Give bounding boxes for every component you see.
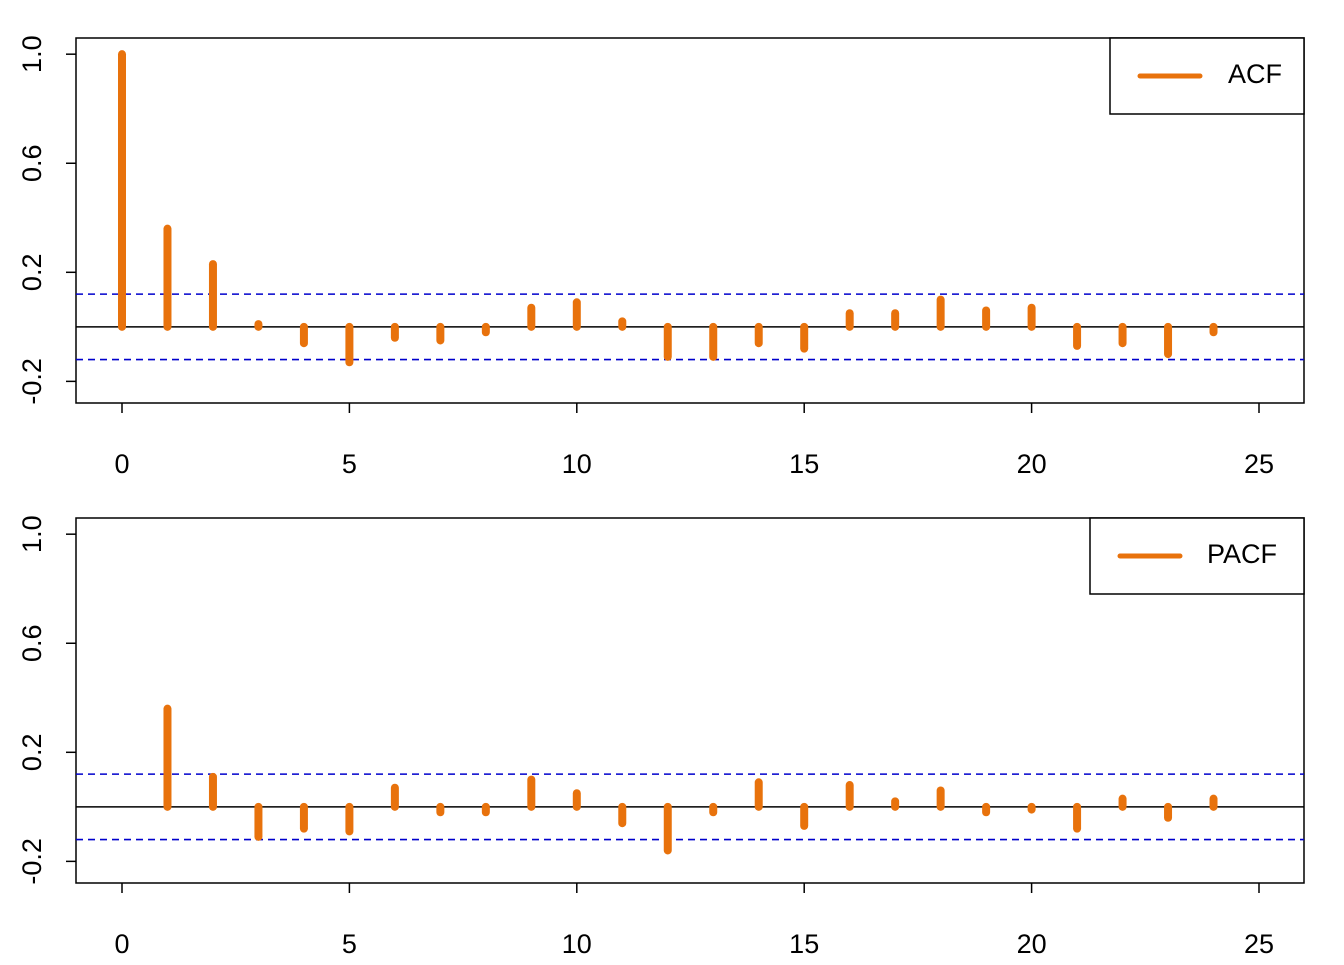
y-tick-label: 0.6 bbox=[17, 144, 47, 182]
x-tick-label: 20 bbox=[1017, 929, 1047, 959]
y-tick-label: 1.0 bbox=[17, 35, 47, 73]
x-tick-label: 20 bbox=[1017, 449, 1047, 479]
y-tick-label: 1.0 bbox=[17, 515, 47, 553]
acf-panel: -0.2 0.2 0.6 1.0 0 5 10 15 20 25 ACF bbox=[17, 35, 1305, 479]
y-tick-label: 0.2 bbox=[17, 254, 47, 292]
plot-frame bbox=[75, 517, 1305, 884]
legend-label: PACF bbox=[1207, 539, 1277, 569]
x-tick-label: 10 bbox=[562, 449, 592, 479]
plot-frame bbox=[75, 37, 1305, 404]
legend-label: ACF bbox=[1228, 59, 1282, 89]
y-tick-label: -0.2 bbox=[17, 838, 47, 885]
x-tick-label: 10 bbox=[562, 929, 592, 959]
x-tick-label: 25 bbox=[1244, 449, 1274, 479]
x-tick-label: 5 bbox=[342, 449, 357, 479]
x-tick-label: 0 bbox=[114, 449, 129, 479]
y-tick-label: 0.2 bbox=[17, 734, 47, 772]
y-tick-label: 0.6 bbox=[17, 624, 47, 662]
x-tick-label: 5 bbox=[342, 929, 357, 959]
y-tick-label: -0.2 bbox=[17, 358, 47, 405]
pacf-panel: -0.2 0.2 0.6 1.0 0 5 10 15 20 25 PACF bbox=[17, 515, 1305, 959]
x-tick-label: 0 bbox=[114, 929, 129, 959]
x-tick-label: 15 bbox=[789, 929, 819, 959]
x-tick-label: 25 bbox=[1244, 929, 1274, 959]
x-tick-label: 15 bbox=[789, 449, 819, 479]
